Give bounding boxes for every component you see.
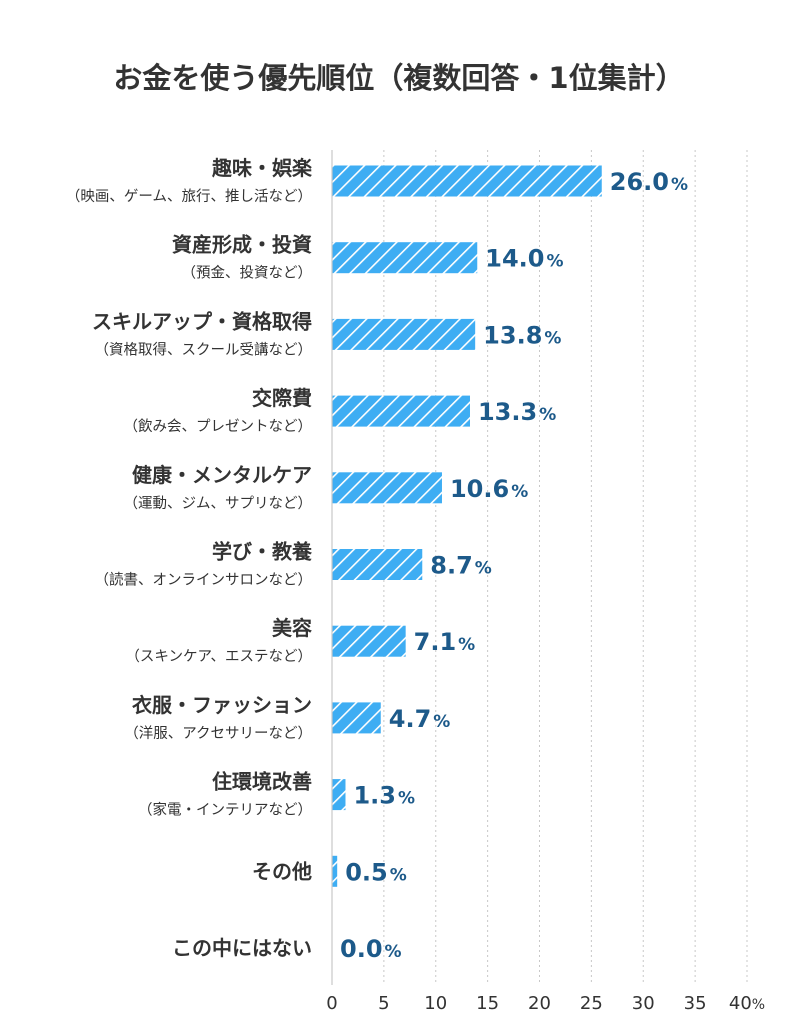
grid (383, 150, 748, 985)
category-label: 美容 (272, 616, 312, 640)
x-axis: 0 5 10 15 20 25 30 35 40% (326, 150, 765, 1014)
data-label: 14.0% (485, 245, 563, 273)
bar (332, 472, 442, 504)
category-label: 住環境改善 (212, 770, 312, 794)
data-label: 1.3% (353, 782, 415, 810)
category-sublabel: （家電・インテリアなど） (138, 802, 312, 819)
data-label-unit: % (433, 712, 450, 732)
data-label-unit: % (385, 942, 402, 962)
bar (332, 855, 338, 887)
category-sublabel: （スキンケア、エステなど） (125, 648, 312, 665)
bar (332, 318, 476, 350)
data-label-unit: % (458, 635, 475, 655)
category-label: スキルアップ・資格取得 (92, 309, 312, 333)
data-label: 10.6% (450, 475, 528, 503)
bar (332, 625, 406, 657)
category-sublabel: （洋服、アクセサリーなど） (124, 725, 312, 742)
category-label: 健康・メンタルケア (132, 463, 312, 487)
category-label: 交際費 (252, 386, 312, 410)
x-tick-label: 40% (729, 993, 765, 1014)
data-label-unit: % (544, 328, 561, 348)
data-label-unit: % (475, 559, 492, 579)
category-label: 趣味・娯楽 (211, 156, 313, 180)
data-label-unit: % (398, 789, 415, 809)
x-tick-label: 15 (476, 993, 499, 1014)
x-tick-label: 35 (684, 993, 707, 1014)
data-label: 0.0% (340, 935, 402, 963)
data-label: 4.7% (389, 705, 451, 733)
data-label: 8.7% (430, 552, 492, 580)
data-label-unit: % (671, 175, 688, 195)
bar (332, 549, 423, 580)
data-label: 7.1% (414, 628, 476, 656)
category-label: 衣服・ファッション (132, 693, 312, 717)
category-label: その他 (252, 859, 312, 883)
data-label: 13.8% (483, 321, 561, 349)
data-label-unit: % (511, 482, 528, 502)
bar (332, 242, 478, 274)
data-label-unit: % (539, 405, 556, 425)
data-label-unit: % (546, 252, 563, 272)
x-tick-label: 30 (632, 993, 655, 1014)
bar (332, 702, 381, 734)
category-sublabel: （預金、投資など） (182, 265, 313, 282)
bars (332, 165, 602, 887)
category-labels: 趣味・娯楽 （映画、ゲーム、旅行、推し活など） 資産形成・投資 （預金、投資など） スキ… (66, 156, 313, 960)
x-tick-label: 20 (528, 993, 551, 1014)
category-sublabel: （映画、ゲーム、旅行、推し活など） (66, 188, 312, 205)
category-label: 資産形成・投資 (172, 233, 312, 257)
x-tick-label: 25 (580, 993, 603, 1014)
data-label: 13.3% (478, 398, 556, 426)
chart-title: お金を使う優先順位（複数回答・1位集計） (113, 61, 684, 95)
bar (332, 395, 470, 427)
category-sublabel: （運動、ジム、サプリなど） (124, 495, 313, 512)
category-label: 学び・教養 (212, 540, 313, 564)
category-sublabel: （飲み会、プレゼントなど） (124, 418, 313, 435)
x-tick-label: 0 (326, 993, 337, 1014)
data-label: 26.0% (610, 168, 688, 196)
category-label: この中にはない (172, 936, 312, 960)
data-label: 0.5% (345, 858, 407, 886)
category-sublabel: （読書、オンラインサロンなど） (95, 572, 313, 589)
x-tick-label: 10 (424, 993, 447, 1014)
x-tick-unit: % (752, 997, 765, 1013)
category-sublabel: （資格取得、スクール受講など） (95, 341, 313, 358)
data-label-unit: % (390, 865, 407, 885)
x-tick-label: 5 (378, 993, 389, 1014)
bar (332, 779, 346, 811)
bar (332, 165, 602, 197)
